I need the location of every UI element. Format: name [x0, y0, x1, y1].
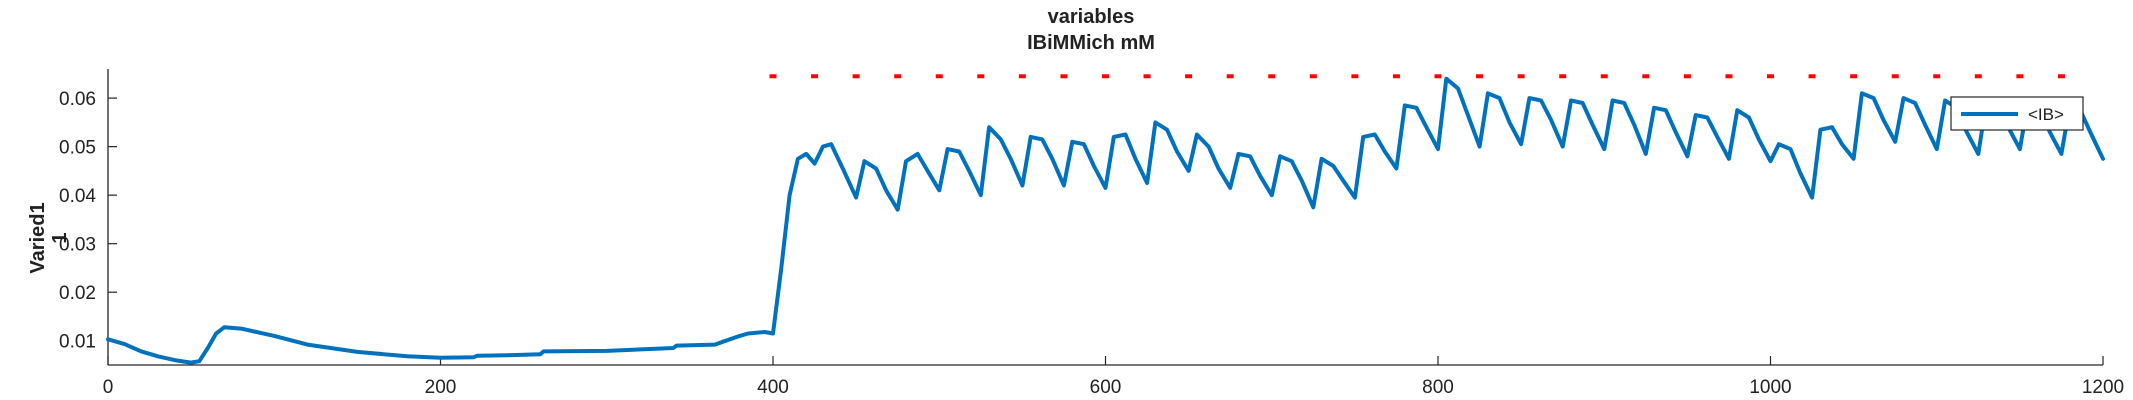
x-tick-label: 800 [1422, 377, 1454, 398]
x-tick-label: 1200 [2082, 377, 2124, 398]
legend: <IB> [1950, 96, 2084, 131]
y-axis-label: Varied1 1 [27, 202, 71, 273]
y-axis-label-line-2: 1 [49, 232, 71, 243]
y-tick-label: 0.02 [59, 283, 96, 304]
y-tick-label: 0.03 [59, 235, 96, 256]
y-tick-label: 0.06 [59, 89, 96, 110]
x-tick-label: 200 [425, 377, 457, 398]
y-tick-label: 0.01 [59, 332, 96, 353]
axes: 0 200 400 600 800 1000 1200 0.01 0.02 0.03 0.04 0.0… [59, 69, 2124, 398]
chart-title-line-1: variables [1048, 6, 1135, 28]
series-lines [106, 76, 2105, 365]
chart-title-line-2: IBiMMich mM [1027, 32, 1155, 54]
y-tick-label: 0.04 [59, 186, 96, 207]
y-axis-label-line-1: Varied1 [27, 202, 49, 273]
legend-entry-label: <IB> [2028, 105, 2064, 124]
y-tick-label: 0.05 [59, 138, 96, 159]
x-tick-label: 600 [1090, 377, 1122, 398]
series-line-ib [106, 76, 2105, 365]
x-tick-label: 400 [757, 377, 789, 398]
x-tick-label: 1000 [1749, 377, 1791, 398]
x-tick-label: 0 [103, 377, 114, 398]
